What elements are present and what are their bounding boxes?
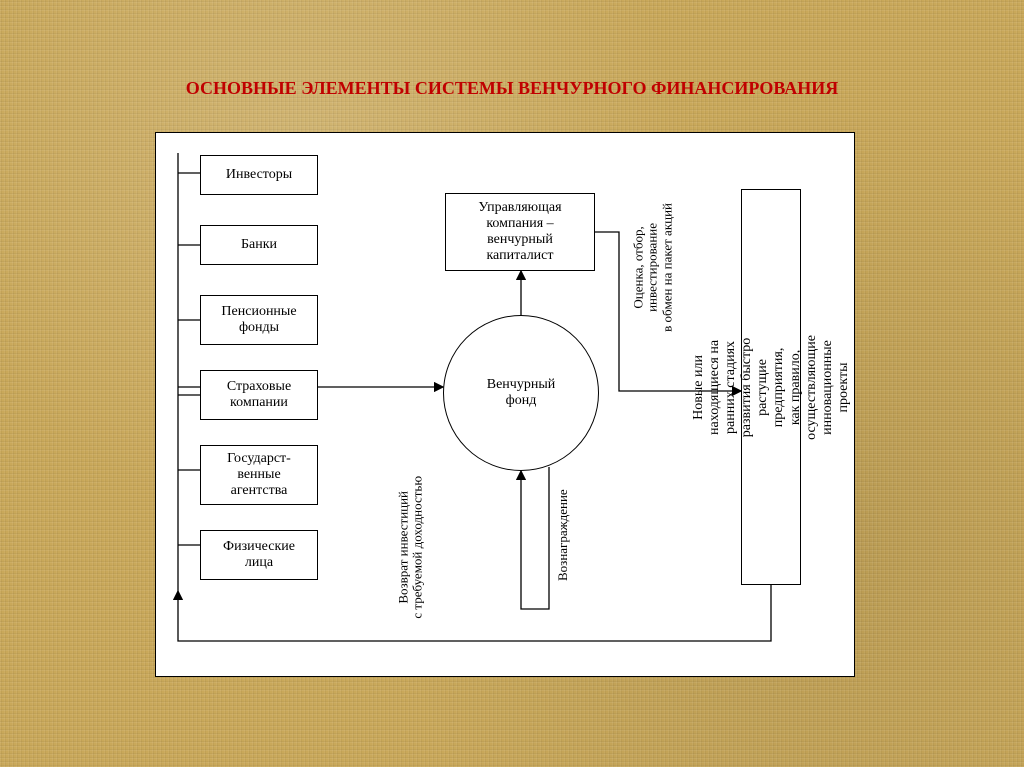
slide-stage: ОСНОВНЫЕ ЭЛЕМЕНТЫ СИСТЕМЫ ВЕНЧУРНОГО ФИН…: [0, 0, 1024, 767]
node-projects-label: Новые или находящиеся на ранних стадиях …: [691, 335, 852, 440]
edge-label-evaluation: Оценка, отбор, инвестирование в обмен на…: [632, 147, 675, 387]
edge-fund-to-mgmt-reward: [521, 467, 549, 609]
slide-title: ОСНОВНЫЕ ЭЛЕМЕНТЫ СИСТЕМЫ ВЕНЧУРНОГО ФИН…: [0, 78, 1024, 99]
node-pension_funds: Пенсионные фонды: [200, 295, 318, 345]
node-individuals: Физические лица: [200, 530, 318, 580]
node-venture_fund: Венчурный фонд: [443, 315, 599, 471]
node-projects: Новые или находящиеся на ранних стадиях …: [741, 189, 801, 585]
diagram-frame: Инвесторы Банки Пенсионные фонды Страховые …: [155, 132, 855, 677]
node-mgmt_company: Управляющая компания – венчурный капитал…: [445, 193, 595, 271]
edge-projects-return: [178, 585, 771, 641]
edge-label-return_invest: Возврат инвестиций с требуемой доходност…: [397, 417, 426, 677]
node-gov_agencies: Государст- венные агентства: [200, 445, 318, 505]
node-insurance: Страховые компании: [200, 370, 318, 420]
node-banks: Банки: [200, 225, 318, 265]
node-investors: Инвесторы: [200, 155, 318, 195]
edge-label-remuneration: Вознаграждение: [556, 445, 570, 625]
investors-bracket: [178, 153, 200, 591]
